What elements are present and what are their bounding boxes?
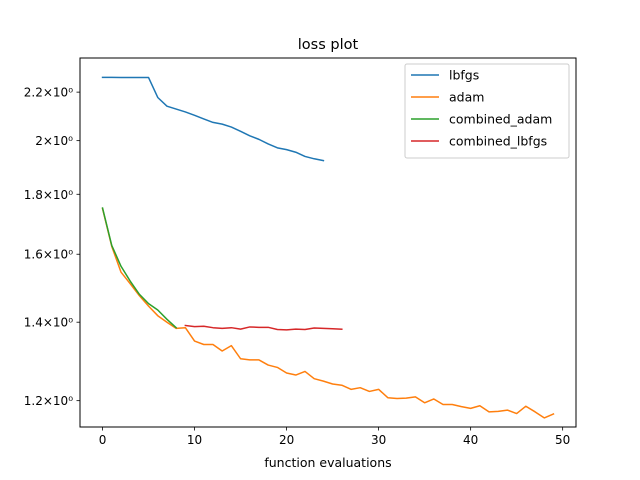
x-tick-label: 30 (371, 433, 386, 447)
y-tick-label: 1.6×10⁰ (24, 248, 73, 262)
x-tick-label: 40 (463, 433, 478, 447)
plot-frame (79, 57, 577, 428)
series-line-combined-lbfgs (184, 324, 343, 331)
x-tick-label: 10 (187, 433, 202, 447)
chart-title: loss plot (298, 37, 359, 53)
y-tick-label: 2×10⁰ (35, 134, 73, 148)
y-tick-label: 1.8×10⁰ (24, 188, 73, 202)
x-axis: 0 10 20 30 40 50 (99, 427, 570, 447)
x-tick-label: 50 (555, 433, 570, 447)
x-axis-label: function evaluations (264, 455, 391, 470)
legend-box (404, 63, 570, 159)
y-tick-label: 1.4×10⁰ (24, 316, 73, 330)
y-axis: 1.2×10⁰ 1.4×10⁰ 1.6×10⁰ 1.8×10⁰ 2×10⁰ 2.2×10⁰ (24, 86, 80, 408)
y-tick-label: 1.2×10⁰ (24, 394, 73, 408)
series-line-combined-adam (101, 207, 178, 329)
legend-label-combined-adam: combined_adam (449, 112, 552, 127)
series-line-lbfgs (101, 76, 325, 162)
x-tick-label: 20 (279, 433, 294, 447)
legend: lbfgs adam combined_adam combined_lbfgs (404, 63, 570, 159)
series-layer (101, 76, 555, 419)
legend-label-adam: adam (449, 90, 484, 105)
y-tick-label: 2.2×10⁰ (24, 86, 73, 100)
legend-label-lbfgs: lbfgs (449, 68, 479, 83)
x-tick-label: 0 (99, 433, 107, 447)
legend-label-combined-lbfgs: combined_lbfgs (449, 134, 547, 149)
series-line-adam (101, 207, 555, 419)
